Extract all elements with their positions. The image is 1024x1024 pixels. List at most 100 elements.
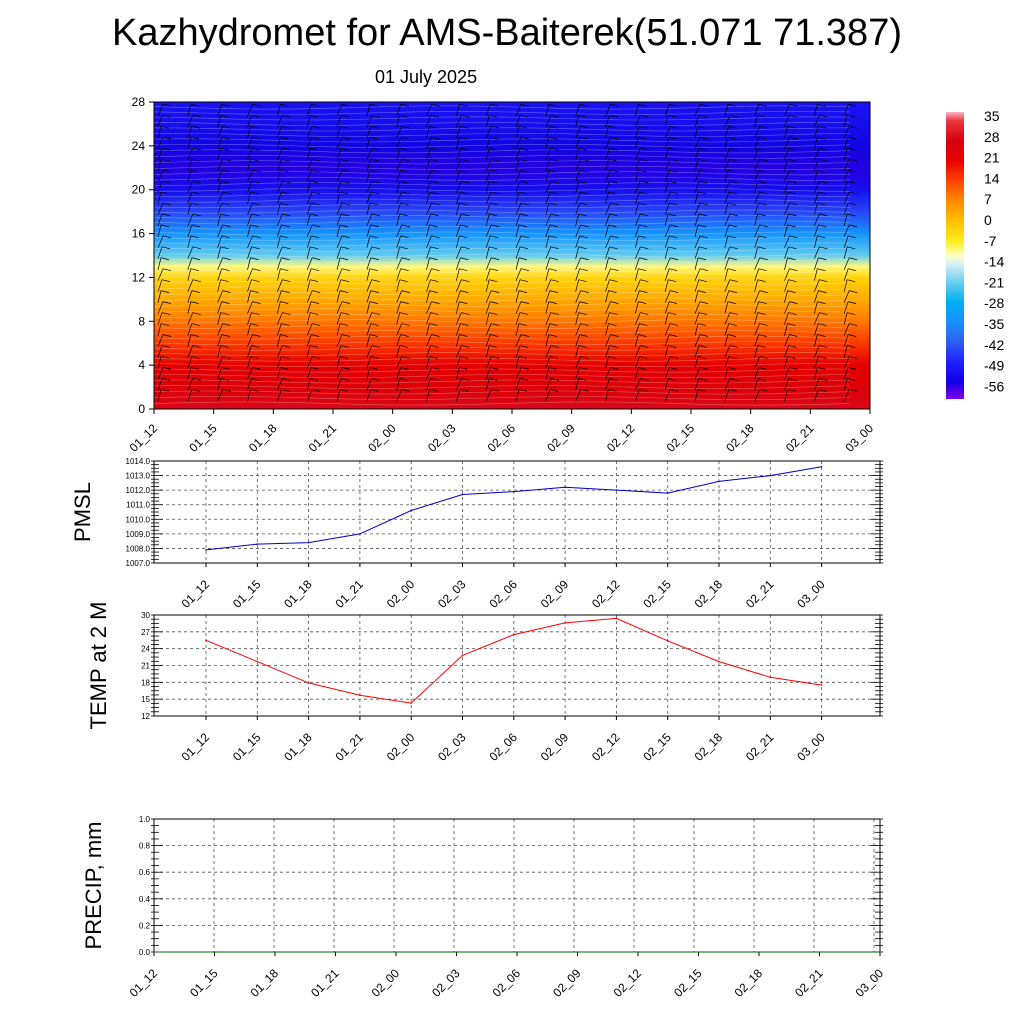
isoline [154,220,851,225]
wind-barbs [157,103,858,402]
data-point [274,951,276,953]
wind-barb-flag [310,147,319,151]
wind-barb-flag [250,388,259,392]
wind-barb [276,169,281,183]
x-tick-label: 02_12 [589,730,623,764]
wind-barb-flag [610,235,619,239]
wind-barb [217,367,222,380]
wind-barb-flag [281,158,290,162]
isoline [154,269,851,274]
x-tick-label: 02_00 [384,577,418,611]
wind-barb-flag [639,257,648,261]
wind-barb [485,279,490,292]
wind-barb [456,345,462,358]
wind-barb [276,334,281,347]
wind-barb-flag [340,213,350,217]
wind-barb-flag [370,257,379,261]
wind-barb-flag [697,191,707,195]
profile-x-tick-label: 03_00 [843,421,877,455]
wind-barb [306,191,313,205]
wind-barb-flag [580,224,589,228]
wind-barb-flag [849,191,858,195]
wind-barb-flag [221,367,230,370]
wind-barb [306,246,311,259]
wind-barb [277,257,282,270]
wind-barb [336,213,342,227]
wind-barb-flag [518,125,528,129]
data-point [718,660,720,663]
colorbar-label: 0 [984,212,992,228]
wind-barb [664,202,670,216]
wind-barb-flag [727,235,736,239]
wind-barb-flag [160,323,170,326]
wind-barb-flag [519,378,529,381]
wind-barb-flag [191,191,200,195]
wind-barb-flag [490,169,499,173]
wind-barb-flag [491,290,500,293]
wind-barb-flag [579,301,588,304]
wind-barb-flag [400,235,409,239]
wind-barb [545,191,551,205]
wind-barb [754,115,759,128]
wind-barb [694,290,699,303]
wind-barb-flag [222,125,231,129]
x-tick-label: 01_21 [333,730,367,764]
wind-barb-flag [220,378,229,381]
wind-barb [306,115,311,128]
data-point [666,492,669,494]
wind-barb-flag [161,147,171,151]
wind-barb [277,356,282,369]
wind-barb-flag [787,290,796,293]
y-tick-label: 1013.0 [126,472,151,481]
wind-barb-flag [727,202,736,206]
wind-barb-flag [638,235,647,239]
wind-barb-flag [311,103,320,107]
wind-barb-flag [371,180,380,184]
wind-barb [187,202,192,216]
data-point [256,543,259,545]
wind-barb [694,104,701,117]
wind-barb [784,257,788,270]
wind-barb-flag [608,191,617,195]
wind-barb-flag [788,345,797,348]
wind-barb-flag [608,125,617,129]
wind-barb [456,158,461,172]
wind-barb [366,180,373,194]
wind-barb-flag [520,169,530,173]
wind-barb-flag [280,235,289,239]
wind-barb-flag [311,235,320,239]
profile-y-tick-label: 8 [138,314,145,328]
wind-barb [426,148,431,161]
wind-barb [635,356,640,369]
wind-barb [605,191,609,205]
wind-barb-flag [608,224,617,228]
wind-barb [843,224,850,237]
wind-barb-flag [668,345,677,348]
wind-barb-flag [819,180,828,184]
wind-barb-flag [848,136,857,140]
wind-barb-flag [161,312,171,315]
wind-barb [485,356,492,369]
x-tick-label: 01_18 [281,730,315,764]
wind-barb [247,323,251,336]
wind-barb [634,367,639,380]
wind-barb-flag [698,312,708,315]
wind-barb-flag [580,323,589,326]
wind-barb [724,246,731,259]
profile-x-tick-label: 02_09 [544,421,578,455]
wind-barb-flag [369,301,378,304]
wind-barb [843,257,850,270]
wind-barb [575,104,580,117]
wind-barb [634,301,639,314]
wind-barb [515,224,520,237]
wind-barb-flag [520,136,530,140]
wind-barb [306,257,313,270]
wind-barb-flag [431,367,440,370]
isoline [154,187,851,192]
isoline [154,308,851,313]
data-point [513,490,515,493]
wind-barb [306,323,313,336]
wind-barb-flag [370,356,379,359]
wind-barb [784,126,788,139]
